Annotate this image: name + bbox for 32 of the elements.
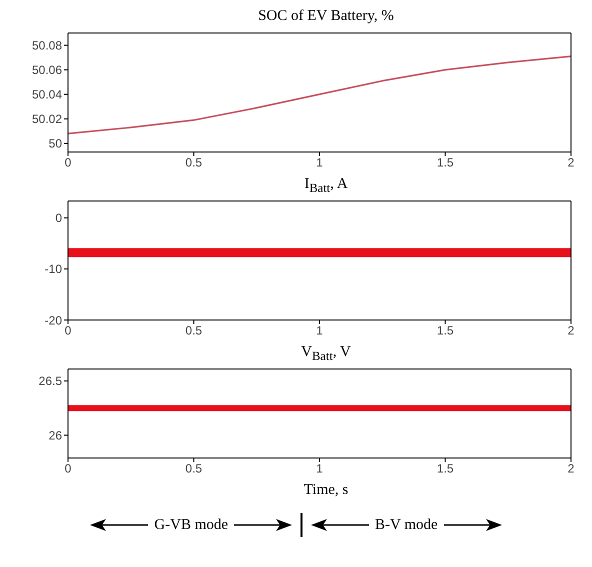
x-tick-label: 0.5 xyxy=(185,324,202,338)
x-tick-label: 0.5 xyxy=(185,156,202,170)
text: G-VB mode xyxy=(154,516,228,534)
x-tick-label: 1 xyxy=(316,156,324,170)
chart-title: I$_{Batt}$, A xyxy=(303,176,349,195)
x-tick-label: 2 xyxy=(568,156,575,170)
x-tick-label: 2 xyxy=(568,324,575,338)
chart-title: V$_{Batt}$, V xyxy=(300,344,352,363)
y-tick-label: -20 xyxy=(44,313,62,328)
x-tick-label: 0 xyxy=(64,156,72,170)
chart-title: SOC of EV Battery, % xyxy=(257,8,395,26)
x-tick-label: 1 xyxy=(316,324,324,338)
x-tick-label: 1.5 xyxy=(436,156,454,170)
x-tick-label: 2 xyxy=(568,462,575,476)
x-tick-label: 1 xyxy=(316,462,324,476)
line-series xyxy=(68,56,571,134)
y-tick-label: -10 xyxy=(44,262,62,276)
y-tick-label: 50.06 xyxy=(32,63,62,78)
y-tick-label: 0 xyxy=(55,211,62,226)
x-tick-label: 0 xyxy=(64,462,72,476)
y-tick-label: 50.08 xyxy=(32,38,62,53)
x-tick-label: 1.5 xyxy=(436,324,454,338)
text: B-V mode xyxy=(375,516,438,534)
y-tick-label: 26.5 xyxy=(38,374,62,388)
x-tick-label: 0 xyxy=(64,324,72,338)
x-axis-title: Time, s xyxy=(302,482,350,499)
x-tick-label: 1.5 xyxy=(436,462,454,476)
y-tick-label: 50 xyxy=(48,136,62,151)
x-tick-label: 0.5 xyxy=(185,462,202,476)
y-tick-label: 26 xyxy=(48,428,62,442)
y-tick-label: 50.02 xyxy=(32,112,62,126)
y-tick-label: 50.04 xyxy=(32,88,62,102)
